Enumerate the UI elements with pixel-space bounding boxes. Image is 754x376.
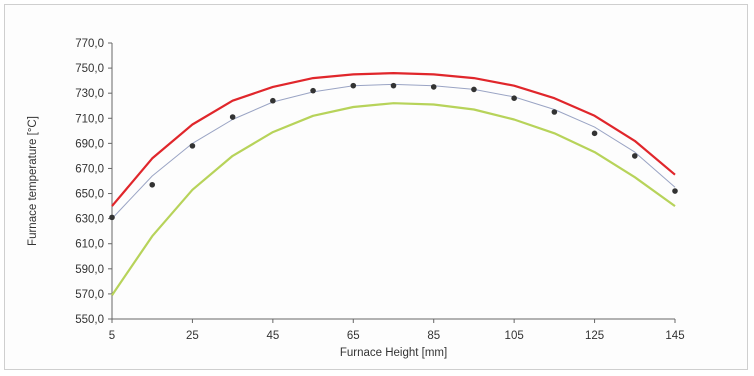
data-point <box>189 143 196 149</box>
x-tick-label: 105 <box>505 330 524 342</box>
x-tick-label: 145 <box>665 330 684 342</box>
y-tick-label: 550,0 <box>75 314 104 326</box>
y-tick-label: 630,0 <box>75 214 104 226</box>
x-tick-label: 65 <box>347 330 360 342</box>
y-tick-label: 770,0 <box>75 38 104 50</box>
data-point <box>310 87 316 94</box>
data-point <box>109 214 115 221</box>
data-point <box>430 84 437 90</box>
y-axis-title: Furnace temperature [°C] <box>27 116 39 246</box>
data-point <box>229 114 236 120</box>
data-point <box>631 153 638 159</box>
y-tick-label: 690,0 <box>75 138 104 150</box>
x-tick-label: 25 <box>186 330 199 342</box>
data-point <box>149 181 156 188</box>
x-axis-title: Furnace Height [mm] <box>340 347 447 359</box>
series-line-3 <box>111 83 676 219</box>
y-tick-label: 710,0 <box>75 113 104 125</box>
x-axis-ticks: 5 25 45 65 85 105 125 145 <box>109 319 685 342</box>
y-tick-label: 730,0 <box>75 88 104 100</box>
series-line-2 <box>111 102 676 296</box>
y-axis-ticks: 550,0 570,0 590,0 610,0 630,0 650,0 670,0 690,0… <box>75 38 112 326</box>
y-tick-label: 570,0 <box>75 289 104 301</box>
y-tick-label: 590,0 <box>75 264 104 276</box>
x-tick-label: 5 <box>109 330 115 342</box>
data-point <box>390 82 397 89</box>
data-point <box>270 97 276 104</box>
data-point <box>551 109 558 115</box>
data-point <box>591 130 598 137</box>
y-tick-label: 610,0 <box>75 239 104 251</box>
data-point <box>350 82 357 89</box>
data-point <box>672 188 678 194</box>
series-line-1 <box>111 71 676 207</box>
y-tick-label: 650,0 <box>75 189 104 201</box>
x-tick-label: 85 <box>427 330 440 342</box>
data-point <box>471 86 477 93</box>
y-tick-label: 670,0 <box>75 163 104 175</box>
data-point <box>511 95 517 101</box>
y-tick-label: 750,0 <box>75 63 104 75</box>
x-tick-label: 125 <box>585 330 604 342</box>
series-layer <box>109 71 678 296</box>
x-tick-label: 45 <box>266 330 279 342</box>
